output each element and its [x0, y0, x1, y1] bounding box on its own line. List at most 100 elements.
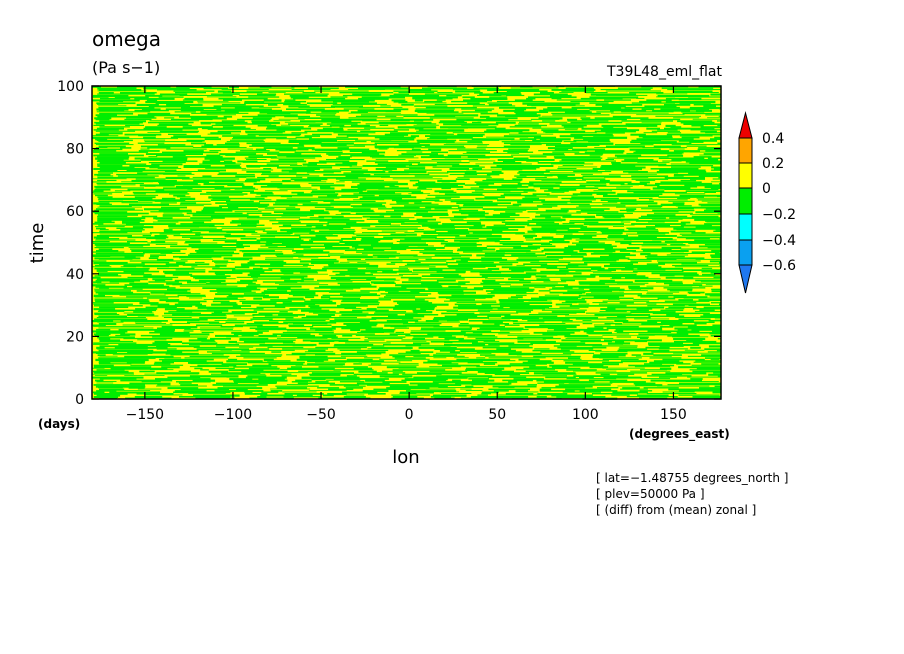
field-streak: [275, 282, 320, 284]
field-streak: [350, 205, 386, 207]
field-streak: [705, 220, 721, 222]
field-streak: [305, 296, 315, 299]
field-streak: [140, 145, 194, 148]
field-streak: [99, 340, 134, 342]
field-streak: [569, 305, 627, 307]
field-streak: [214, 272, 243, 274]
field-streak: [385, 166, 426, 168]
field-streak: [246, 159, 267, 160]
field-streak: [227, 148, 253, 150]
field-streak: [289, 205, 331, 207]
field-streak: [631, 175, 669, 178]
field-streak: [188, 244, 243, 246]
field-streak: [210, 132, 232, 134]
field-streak: [134, 157, 188, 160]
field-streak: [409, 179, 420, 182]
field-streak: [413, 376, 468, 379]
field-streak: [711, 166, 721, 169]
field-streak: [144, 394, 183, 396]
field-streak: [282, 179, 291, 182]
field-streak: [704, 223, 721, 226]
field-streak: [493, 288, 535, 291]
colorbar-box: [738, 137, 753, 164]
field-streak: [600, 255, 626, 258]
field-streak: [306, 172, 334, 174]
field-streak: [358, 97, 389, 100]
field-streak: [398, 273, 419, 275]
field-streak: [156, 348, 177, 350]
field-streak: [215, 202, 260, 204]
field-streak: [241, 349, 295, 351]
field-streak: [392, 372, 406, 374]
field-streak: [124, 284, 164, 286]
field-streak: [699, 309, 715, 311]
field-streak: [196, 348, 250, 351]
field-streak: [237, 224, 265, 226]
field-streak: [607, 342, 631, 345]
field-streak: [459, 373, 478, 375]
field-streak: [268, 267, 311, 270]
field-streak: [242, 185, 253, 188]
field-streak: [717, 337, 721, 340]
field-streak: [559, 187, 599, 189]
field-streak: [329, 275, 346, 277]
field-streak: [124, 390, 151, 391]
field-streak: [652, 239, 677, 241]
field-streak: [664, 282, 683, 285]
field-streak: [667, 288, 693, 291]
field-streak: [510, 144, 542, 146]
field-streak: [269, 320, 326, 322]
field-streak: [462, 96, 475, 99]
field-streak: [126, 361, 145, 364]
field-streak: [176, 381, 211, 383]
field-streak: [586, 331, 612, 334]
field-streak: [258, 135, 300, 137]
field-streak: [452, 379, 461, 382]
field-streak: [517, 200, 533, 203]
field-streak: [600, 179, 610, 182]
field-streak: [711, 302, 721, 304]
field-streak: [195, 261, 205, 263]
field-streak: [674, 327, 721, 330]
field-streak: [172, 314, 226, 317]
field-streak: [393, 108, 409, 111]
field-streak: [515, 233, 536, 235]
field-streak: [95, 379, 104, 382]
field-streak: [190, 117, 227, 120]
field-streak: [662, 391, 695, 393]
field-streak: [497, 114, 541, 117]
field-streak: [656, 281, 683, 283]
field-streak: [257, 396, 267, 399]
field-streak: [583, 330, 594, 333]
field-streak: [672, 202, 685, 204]
field-streak: [211, 373, 266, 375]
field-streak: [592, 393, 638, 395]
field-streak: [593, 324, 611, 326]
field-streak: [580, 209, 605, 212]
field-streak: [417, 111, 459, 113]
field-streak: [150, 255, 159, 258]
field-streak: [602, 196, 654, 198]
field-streak: [469, 227, 509, 230]
field-streak: [324, 244, 359, 247]
field-streak: [286, 354, 306, 356]
field-streak: [128, 387, 145, 389]
field-streak: [664, 300, 710, 302]
field-streak: [542, 317, 599, 319]
field-streak: [364, 357, 381, 359]
field-streak: [158, 181, 209, 183]
field-streak: [365, 379, 385, 382]
field-streak: [352, 93, 382, 96]
field-streak: [265, 257, 294, 259]
field-streak: [246, 212, 272, 214]
field-streak: [444, 337, 464, 340]
field-streak: [281, 270, 318, 273]
field-streak: [671, 144, 721, 146]
field-streak: [163, 173, 195, 175]
field-streak: [540, 351, 575, 353]
field-streak: [94, 375, 108, 376]
field-streak: [541, 179, 586, 181]
field-streak: [365, 123, 407, 125]
field-streak: [239, 339, 296, 341]
field-streak: [683, 123, 721, 125]
